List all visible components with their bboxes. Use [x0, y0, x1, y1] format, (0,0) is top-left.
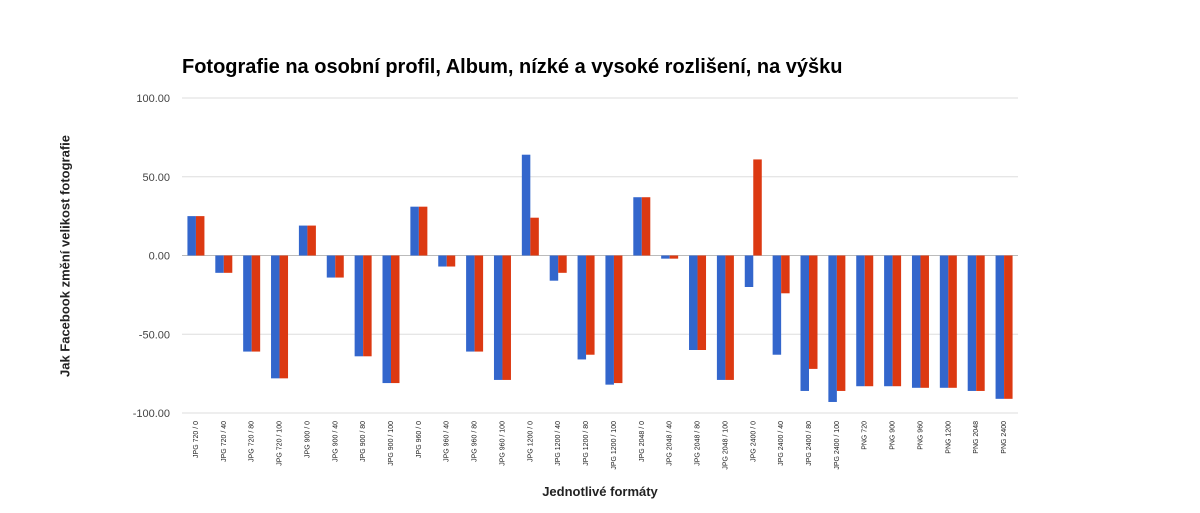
- bar: [195, 216, 205, 256]
- bar: [967, 255, 977, 391]
- bar: [502, 255, 511, 380]
- bar: [633, 197, 642, 256]
- x-tick-label: JPG 720 / 100: [277, 421, 284, 466]
- bar: [892, 255, 902, 387]
- x-axis-label: Jednotlivé formáty: [542, 484, 658, 499]
- bar: [521, 154, 531, 256]
- bar: [549, 255, 559, 281]
- x-tick-label: JPG 960 / 100: [499, 421, 506, 466]
- x-tick-label: JPG 1200 / 100: [611, 421, 618, 470]
- x-tick-label: JPG 720 / 0: [193, 421, 200, 458]
- bar: [995, 255, 1005, 399]
- bar: [948, 255, 957, 388]
- bar: [669, 255, 679, 259]
- bar: [279, 255, 289, 379]
- bar: [530, 217, 539, 256]
- bar: [223, 255, 233, 273]
- bar: [781, 255, 790, 294]
- x-tick-label: JPG 2400 / 0: [750, 421, 757, 462]
- x-tick-label: JPG 900 / 0: [304, 421, 311, 458]
- y-tick-label: 0.00: [149, 251, 170, 263]
- x-tick-label: JPG 2400 / 100: [834, 421, 841, 470]
- x-tick-label: PNG 2048: [973, 421, 980, 454]
- bar: [418, 206, 428, 256]
- y-tick-label: 50.00: [142, 172, 170, 184]
- bar: [493, 255, 503, 380]
- bar: [884, 255, 893, 387]
- x-tick-label: JPG 1200 / 40: [555, 421, 562, 466]
- x-tick-label: JPG 960 / 0: [416, 421, 423, 458]
- bar: [251, 255, 261, 352]
- bar: [243, 255, 252, 352]
- bar: [828, 255, 837, 402]
- x-tick-label: JPG 2400 / 80: [806, 421, 813, 466]
- bar: [856, 255, 865, 387]
- x-tick-label: JPG 2048 / 80: [695, 421, 702, 466]
- x-tick-label: JPG 2048 / 100: [722, 421, 729, 470]
- x-tick-label: JPG 720 / 80: [249, 421, 256, 462]
- bar: [307, 225, 316, 256]
- x-tick-label: JPG 1200 / 80: [583, 421, 590, 466]
- bar: [391, 255, 400, 384]
- bar: [354, 255, 364, 357]
- x-tick-label: PNG 1200: [945, 421, 952, 454]
- bar: [697, 255, 707, 350]
- bar: [438, 255, 447, 267]
- bar: [187, 216, 196, 256]
- bar: [326, 255, 336, 278]
- bar: [939, 255, 949, 388]
- y-tick-label: -100.00: [133, 408, 170, 420]
- bar: [725, 255, 734, 380]
- x-tick-label: PNG 900: [890, 421, 897, 450]
- y-tick-label: 100.00: [136, 93, 170, 105]
- x-tick-label: PNG 720: [862, 421, 869, 450]
- x-tick-label: JPG 900 / 80: [360, 421, 367, 462]
- x-tick-label: JPG 1200 / 0: [527, 421, 534, 462]
- bar: [215, 255, 224, 273]
- bar: [744, 255, 754, 287]
- x-tick-label: PNG 2400: [1001, 421, 1008, 454]
- bar: [809, 255, 818, 369]
- bar: [800, 255, 809, 391]
- bar: [382, 255, 391, 384]
- bar: [271, 255, 280, 379]
- bar: [911, 255, 921, 388]
- chart-title: Fotografie na osobní profil, Album, nízk…: [182, 56, 843, 78]
- x-tick-label: JPG 2048 / 0: [639, 421, 646, 462]
- bar: [836, 255, 846, 391]
- bar: [689, 255, 698, 350]
- bar: [864, 255, 874, 387]
- bar: [586, 255, 595, 355]
- bar: [410, 206, 419, 256]
- x-tick-label: JPG 2400 / 40: [778, 421, 785, 466]
- bar: [577, 255, 587, 360]
- x-tick-label: JPG 2048 / 40: [667, 421, 674, 466]
- bar: [613, 255, 623, 384]
- y-tick-label: -50.00: [139, 329, 170, 341]
- bar: [466, 255, 475, 352]
- bar: [446, 255, 456, 267]
- x-tick-label: JPG 720 / 40: [221, 421, 228, 462]
- bar: [772, 255, 782, 355]
- bar: [474, 255, 484, 352]
- bar: [363, 255, 372, 357]
- bar: [661, 255, 670, 259]
- bar: [753, 159, 762, 256]
- x-tick-label: JPG 960 / 80: [472, 421, 479, 462]
- bar: [1004, 255, 1013, 399]
- x-tick-label: PNG 960: [917, 421, 924, 450]
- x-tick-label: JPG 900 / 40: [332, 421, 339, 462]
- bar: [605, 255, 614, 385]
- bar: [641, 197, 651, 256]
- x-tick-label: JPG 960 / 40: [444, 421, 451, 462]
- bar: [335, 255, 344, 278]
- bar: [976, 255, 985, 391]
- bar: [558, 255, 567, 273]
- bar: [920, 255, 929, 388]
- x-tick-label: JPG 900 / 100: [388, 421, 395, 466]
- bar: [716, 255, 726, 380]
- bar: [298, 225, 308, 256]
